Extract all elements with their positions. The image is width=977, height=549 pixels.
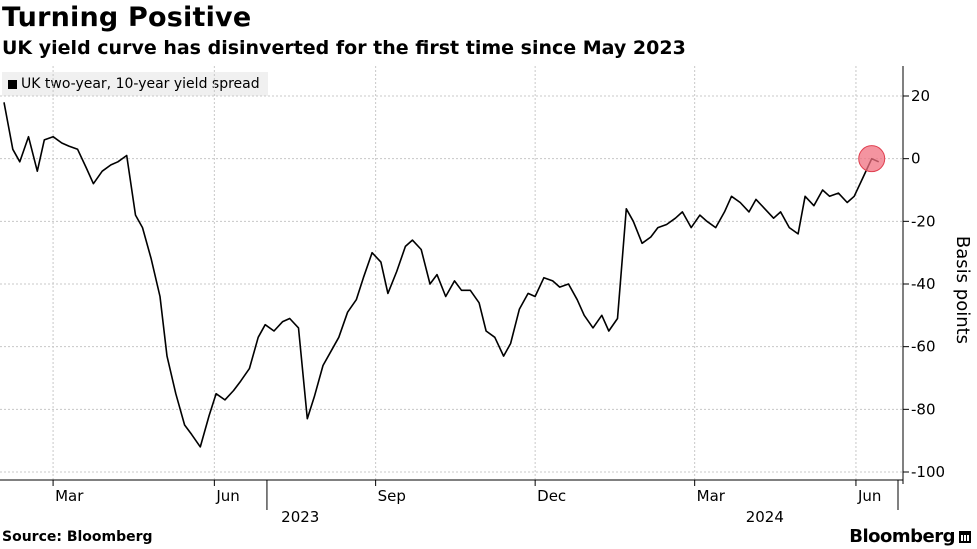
year-label: 2023 bbox=[281, 508, 319, 526]
x-tick-label: Mar bbox=[55, 487, 84, 505]
x-tick-label: Sep bbox=[378, 487, 406, 505]
x-tick-label: Jun bbox=[215, 487, 239, 505]
x-tick-label: Jun bbox=[857, 487, 881, 505]
legend-label: UK two-year, 10-year yield spread bbox=[21, 76, 260, 92]
y-tick-label: -60 bbox=[911, 338, 936, 356]
legend-swatch bbox=[8, 79, 17, 89]
series-line bbox=[3, 102, 880, 448]
bloomberg-logo: Bloomberg bbox=[849, 526, 971, 547]
y-tick-label: -80 bbox=[911, 400, 936, 418]
source-note: Source: Bloomberg bbox=[2, 529, 153, 545]
y-tick-label: -100 bbox=[911, 463, 945, 481]
x-tick-label: Dec bbox=[537, 487, 566, 505]
chart-title: Turning Positive bbox=[2, 2, 252, 33]
legend: UK two-year, 10-year yield spread bbox=[2, 72, 268, 96]
brand-text: Bloomberg bbox=[849, 526, 955, 547]
chart-subtitle: UK yield curve has disinverted for the f… bbox=[2, 37, 686, 59]
y-tick-label: 0 bbox=[911, 150, 921, 168]
x-tick-label: Mar bbox=[697, 487, 726, 505]
highlight-marker bbox=[858, 145, 886, 173]
y-tick-label: -40 bbox=[911, 275, 936, 293]
y-axis-title: Basis points bbox=[952, 236, 973, 344]
year-label: 2024 bbox=[746, 508, 784, 526]
y-tick-label: -20 bbox=[911, 212, 936, 230]
y-tick-label: 20 bbox=[911, 87, 930, 105]
bloomberg-chart-icon bbox=[959, 530, 971, 543]
